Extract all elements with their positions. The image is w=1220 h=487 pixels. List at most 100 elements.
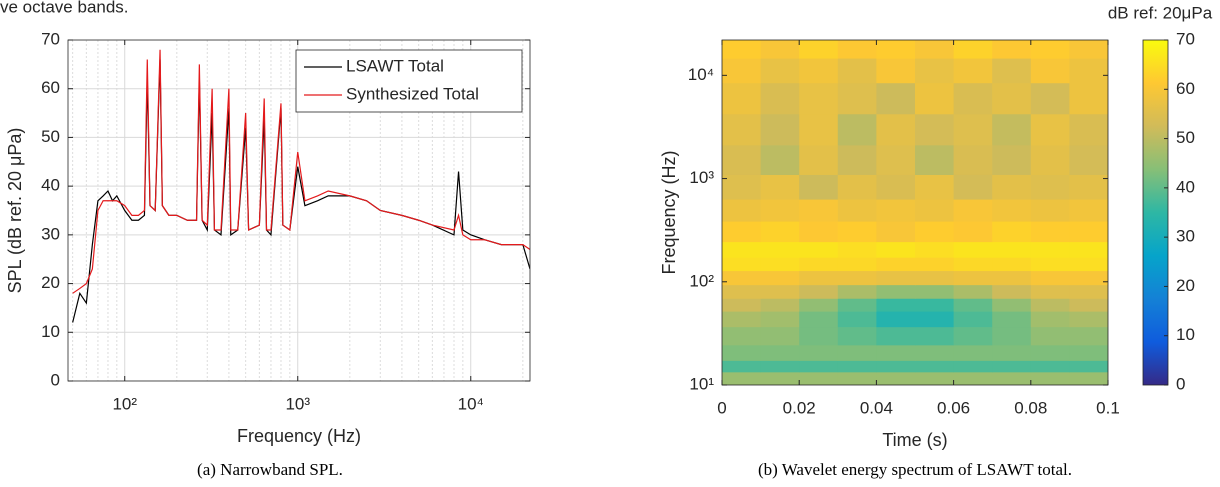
heatmap-cell — [876, 326, 916, 346]
axes-box — [67, 39, 531, 382]
heatmap-cell — [722, 284, 762, 299]
y-tick-label: 70 — [41, 29, 60, 48]
heatmap-cell — [837, 82, 877, 115]
heatmap-cell — [915, 174, 955, 200]
heatmap-cell — [837, 174, 877, 200]
y-tick-label: 0 — [51, 370, 60, 389]
heatmap-cell — [837, 371, 877, 385]
heatmap-cell — [722, 311, 762, 328]
heatmap-cell — [837, 257, 877, 272]
colorbar-tick-label: 30 — [1176, 227, 1195, 246]
heatmap-cell — [992, 58, 1032, 84]
heatmap-cell — [1030, 113, 1070, 146]
heatmap-cell — [992, 199, 1032, 222]
plot-area — [722, 40, 1108, 385]
y-tick-label: 10 — [41, 322, 60, 341]
legend-box — [295, 49, 523, 113]
heatmap-cell — [992, 326, 1032, 346]
series-line — [72, 49, 530, 294]
heatmap-cell — [799, 298, 839, 312]
y-axis-label: SPL (dB ref. 20 μPa) — [5, 128, 25, 294]
heatmap-cell — [915, 58, 955, 84]
y-tick-label: 20 — [41, 273, 60, 292]
heatmap-cell — [1069, 58, 1108, 84]
heatmap-cell — [722, 221, 762, 243]
heatmap-cell — [722, 58, 762, 84]
heatmap-cell — [953, 221, 993, 243]
heatmap-cell — [722, 174, 762, 200]
heatmap-cell — [837, 298, 877, 312]
heatmap-cell — [953, 199, 993, 222]
heatmap-cell — [760, 174, 800, 200]
heatmap-cell — [953, 174, 993, 200]
x-tick-label: 0.04 — [860, 398, 893, 417]
heatmap-cell — [992, 298, 1032, 312]
heatmap-cell — [1069, 298, 1108, 312]
heatmap-cell — [799, 326, 839, 346]
heatmap-cell — [1069, 40, 1108, 59]
heatmap-cell — [915, 113, 955, 146]
heatmap-cell — [876, 199, 916, 222]
heatmap-cell — [992, 241, 1032, 258]
heatmap-cell — [837, 221, 877, 243]
heatmap-cell — [953, 58, 993, 84]
heatmap-cell — [1069, 284, 1108, 299]
heatmap-cell — [837, 311, 877, 328]
colorbar-tick-label: 40 — [1176, 177, 1195, 196]
heatmap-cell — [876, 284, 916, 299]
heatmap-cell — [992, 360, 1032, 373]
axes-box — [721, 39, 1109, 386]
heatmap-cell — [722, 298, 762, 312]
heatmap-cell — [876, 82, 916, 115]
heatmap-cell — [1030, 311, 1070, 328]
heatmap-cell — [837, 270, 877, 286]
heatmap-cell — [876, 360, 916, 373]
x-axis-label: Time (s) — [882, 430, 947, 450]
heatmap-cell — [760, 371, 800, 385]
heatmap-cell — [837, 113, 877, 146]
heatmap-cell — [876, 257, 916, 272]
heatmap-cell — [953, 144, 993, 175]
subplot: 0 0.02 0.04 0.06 0.08 0.1 10¹ 10² 10³ 10⁴ Time (s)… — [659, 3, 1213, 478]
x-tick-label: 0.08 — [1014, 398, 1047, 417]
fragment-text: ve octave bands. — [0, 0, 129, 16]
heatmap-cell — [1069, 360, 1108, 373]
heatmap-cell — [799, 360, 839, 373]
heatmap-cell — [1069, 144, 1108, 175]
heatmap-cell — [722, 270, 762, 286]
heatmap-cell — [915, 326, 955, 346]
heatmap-cell — [1069, 270, 1108, 286]
heatmap-cell — [953, 40, 993, 59]
y-tick-label: 10⁴ — [688, 65, 714, 84]
legend: LSAWT Total Synthesized Total — [295, 49, 523, 113]
heatmap-cell — [876, 221, 916, 243]
heatmap-cell — [953, 326, 993, 346]
heatmap-cell — [722, 241, 762, 258]
heatmap-cell — [799, 270, 839, 286]
heatmap-cell — [837, 58, 877, 84]
heatmap-cell — [799, 113, 839, 146]
heatmap-cell — [1069, 174, 1108, 200]
heatmap-cell — [1030, 284, 1070, 299]
caption: (a) Narrowband SPL. — [197, 460, 343, 479]
heatmap-cell — [915, 221, 955, 243]
heatmap-cell — [876, 40, 916, 59]
heatmap-cell — [760, 311, 800, 328]
heatmap-cell — [953, 344, 993, 361]
heatmap-cell — [1030, 371, 1070, 385]
heatmap-cell — [876, 174, 916, 200]
heatmap-cell — [915, 344, 955, 361]
x-tick-label: 10² — [112, 394, 137, 413]
heatmap-cell — [837, 241, 877, 258]
heatmap-cell — [760, 221, 800, 243]
y-tick-label: 50 — [41, 127, 60, 146]
heatmap-cell — [722, 371, 762, 385]
colorbar-label: dB ref: 20μPa — [1108, 3, 1213, 22]
heatmap-cell — [876, 58, 916, 84]
heatmap-cell — [992, 344, 1032, 361]
heatmap-cell — [992, 257, 1032, 272]
heatmap-cell — [1069, 326, 1108, 346]
heatmap-cell — [722, 344, 762, 361]
legend-label: LSAWT Total — [346, 56, 444, 75]
y-tick-label: 10¹ — [689, 374, 714, 393]
